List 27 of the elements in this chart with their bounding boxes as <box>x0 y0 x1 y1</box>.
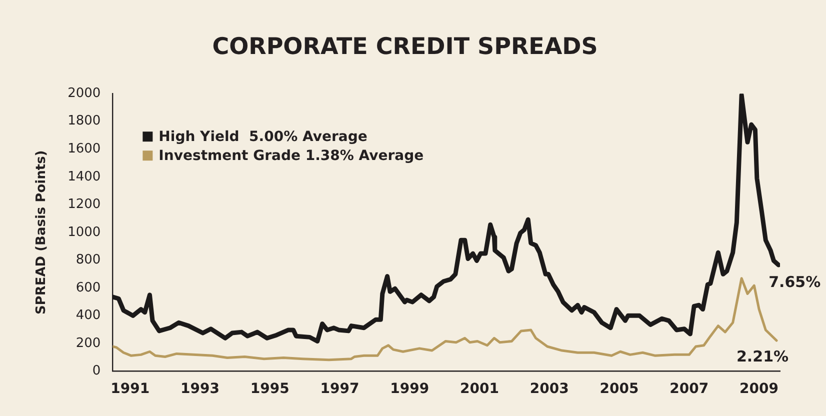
x-tick-label: 2005 <box>600 381 639 398</box>
y-tick-label: 800 <box>76 252 101 268</box>
legend-label: High Yield 5.00% Average <box>158 129 368 146</box>
x-tick-label: 2001 <box>460 381 500 398</box>
x-tick-label: 2007 <box>670 381 709 398</box>
x-tick-label: 1993 <box>180 381 220 398</box>
y-tick-label: 1800 <box>68 114 101 129</box>
y-axis-title: SPREAD (Basis Points) <box>34 150 50 315</box>
x-tick-label: 1991 <box>110 381 150 398</box>
y-tick-label: 1000 <box>68 224 101 240</box>
annotation: 2.21% <box>736 347 789 366</box>
y-tick-label: 1600 <box>68 141 101 156</box>
x-tick-label: 1995 <box>250 381 290 398</box>
y-tick-label: 600 <box>76 280 101 296</box>
x-tick-label: 1999 <box>390 381 430 398</box>
annotation: 7.65% <box>768 272 821 291</box>
chart-title: CORPORATE CREDIT SPREADS <box>212 34 598 60</box>
y-tick-label: 200 <box>76 336 101 351</box>
y-tick-label: 1400 <box>68 169 101 184</box>
y-tick-label: 400 <box>76 308 101 324</box>
y-tick-label: 2000 <box>68 86 101 101</box>
x-tick-label: 2003 <box>530 381 569 398</box>
x-tick-label: 2009 <box>740 381 779 398</box>
x-tick-label: 1997 <box>320 381 360 398</box>
y-tick-label: 1200 <box>68 197 101 212</box>
legend-label: Investment Grade 1.38% Average <box>158 148 424 164</box>
y-tick-label: 0 <box>92 364 101 379</box>
